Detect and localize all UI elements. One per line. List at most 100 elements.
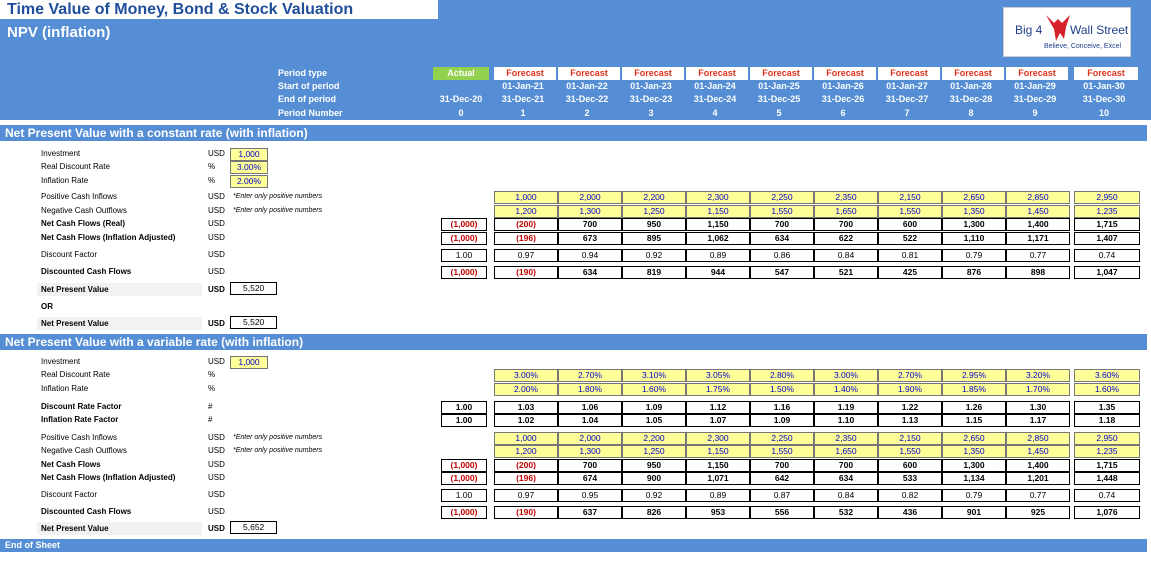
section2-row0-cell-7[interactable]: 2.70% <box>878 369 942 382</box>
section2-row2-cell-7: 1.22 <box>878 401 942 414</box>
section2-row0-cell-5[interactable]: 2.80% <box>750 369 814 382</box>
section1-row0-cell-9[interactable]: 2,850 <box>1006 191 1070 204</box>
section1-row0-cell-1[interactable]: 1,000 <box>494 191 558 204</box>
section2-row8-cell-0: 1.00 <box>441 489 487 502</box>
section2-row5-cell-7[interactable]: 1,550 <box>878 445 942 458</box>
section1-row1-cell-9[interactable]: 1,450 <box>1006 205 1070 218</box>
section1-row1-cell-3[interactable]: 1,250 <box>622 205 686 218</box>
section2-row0-cell-1[interactable]: 3.00% <box>494 369 558 382</box>
section2-row5-cell-4[interactable]: 1,150 <box>686 445 750 458</box>
section1-row0-cell-5[interactable]: 2,250 <box>750 191 814 204</box>
section2-row6-cell-8: 1,300 <box>942 459 1006 472</box>
section2-row0-cell-8[interactable]: 2.95% <box>942 369 1006 382</box>
section1-row5-cell-2: 634 <box>558 266 622 279</box>
s2-row-label-7: Net Cash Flows (Inflation Adjusted) <box>41 473 176 482</box>
section2-row6-cell-2: 700 <box>558 459 622 472</box>
s2-row-label-3: Inflation Rate Factor <box>41 415 119 424</box>
section2-row3-cell-6: 1.10 <box>814 414 878 427</box>
section2-row7-cell-6: 634 <box>814 472 878 485</box>
section2-row0-cell-9[interactable]: 3.20% <box>1006 369 1070 382</box>
section2-row1-cell-6[interactable]: 1.40% <box>814 383 878 396</box>
section1-row1-cell-7[interactable]: 1,550 <box>878 205 942 218</box>
section2-row1-cell-2[interactable]: 1.80% <box>558 383 622 396</box>
section2-row7-cell-1: (196) <box>494 472 558 485</box>
s1-input-value-0[interactable]: 1,000 <box>230 148 268 161</box>
section1-row2-cell-2: 700 <box>558 218 622 231</box>
section2-row5-cell-3[interactable]: 1,250 <box>622 445 686 458</box>
section2-row4-cell-1[interactable]: 1,000 <box>494 432 558 445</box>
section1-row1-cell-2[interactable]: 1,300 <box>558 205 622 218</box>
section2-row0-cell-3[interactable]: 3.10% <box>622 369 686 382</box>
s1-input-value-1[interactable]: 3.00% <box>230 161 268 174</box>
section2-row1-cell-10[interactable]: 1.60% <box>1074 383 1140 396</box>
section2-row1-cell-1[interactable]: 2.00% <box>494 383 558 396</box>
section2-row1-cell-7[interactable]: 1.90% <box>878 383 942 396</box>
start-of-period-label: Start of period <box>278 81 340 91</box>
period-number-9: 9 <box>1032 108 1038 118</box>
section2-row0-cell-2[interactable]: 2.70% <box>558 369 622 382</box>
section2-row3-cell-9: 1.17 <box>1006 414 1070 427</box>
section2-row5-cell-9[interactable]: 1,450 <box>1006 445 1070 458</box>
section2-row4-cell-5[interactable]: 2,250 <box>750 432 814 445</box>
section1-row1-cell-1[interactable]: 1,200 <box>494 205 558 218</box>
section1-row4-cell-2: 0.94 <box>558 249 622 262</box>
section1-row1-cell-10[interactable]: 1,235 <box>1074 205 1140 218</box>
section2-row4-cell-10[interactable]: 2,950 <box>1074 432 1140 445</box>
section2-row4-cell-3[interactable]: 2,200 <box>622 432 686 445</box>
section1-row1-cell-6[interactable]: 1,650 <box>814 205 878 218</box>
section2-row9-cell-10: 1,076 <box>1074 506 1140 519</box>
section1-row0-cell-10[interactable]: 2,950 <box>1074 191 1140 204</box>
section-constant-rate-title: Net Present Value with a constant rate (… <box>0 125 1147 141</box>
section1-row5-cell-8: 876 <box>942 266 1006 279</box>
period-end-8: 31-Dec-28 <box>949 94 993 104</box>
section1-row0-cell-6[interactable]: 2,350 <box>814 191 878 204</box>
section2-row4-cell-6[interactable]: 2,350 <box>814 432 878 445</box>
section2-row5-cell-1[interactable]: 1,200 <box>494 445 558 458</box>
section2-row7-cell-3: 900 <box>622 472 686 485</box>
section2-row0-cell-10[interactable]: 3.60% <box>1074 369 1140 382</box>
section2-row5-cell-2[interactable]: 1,300 <box>558 445 622 458</box>
section2-row1-cell-3[interactable]: 1.60% <box>622 383 686 396</box>
section2-row9-cell-3: 826 <box>622 506 686 519</box>
section2-row4-cell-2[interactable]: 2,000 <box>558 432 622 445</box>
section1-row0-cell-8[interactable]: 2,650 <box>942 191 1006 204</box>
period-start-4: 01-Jan-24 <box>694 81 736 91</box>
s2-npv-label-bg <box>37 522 202 535</box>
section1-row0-cell-3[interactable]: 2,200 <box>622 191 686 204</box>
section2-row5-cell-10[interactable]: 1,235 <box>1074 445 1140 458</box>
s1-row-unit-2: USD <box>208 219 225 228</box>
section1-row3-cell-0: (1,000) <box>441 232 487 245</box>
section2-row4-cell-8[interactable]: 2,650 <box>942 432 1006 445</box>
section1-row1-cell-8[interactable]: 1,350 <box>942 205 1006 218</box>
s2-row-unit-1: % <box>208 384 216 393</box>
section2-row4-cell-4[interactable]: 2,300 <box>686 432 750 445</box>
section2-row4-cell-7[interactable]: 2,150 <box>878 432 942 445</box>
section2-row3-cell-3: 1.05 <box>622 414 686 427</box>
section2-row1-cell-9[interactable]: 1.70% <box>1006 383 1070 396</box>
section2-row5-cell-8[interactable]: 1,350 <box>942 445 1006 458</box>
period-start-7: 01-Jan-27 <box>886 81 928 91</box>
s2-investment-value[interactable]: 1,000 <box>230 356 268 369</box>
section2-row0-cell-6[interactable]: 3.00% <box>814 369 878 382</box>
s2-row-label-0: Real Discount Rate <box>41 370 110 379</box>
section2-row0-cell-4[interactable]: 3.05% <box>686 369 750 382</box>
section1-row1-cell-5[interactable]: 1,550 <box>750 205 814 218</box>
s1-input-value-2[interactable]: 2.00% <box>230 175 268 188</box>
s2-row-unit-2: # <box>208 402 213 411</box>
section1-row0-cell-2[interactable]: 2,000 <box>558 191 622 204</box>
section2-row9-cell-8: 901 <box>942 506 1006 519</box>
section1-row0-cell-4[interactable]: 2,300 <box>686 191 750 204</box>
section2-row1-cell-8[interactable]: 1.85% <box>942 383 1006 396</box>
section1-row1-cell-4[interactable]: 1,150 <box>686 205 750 218</box>
s2-row-unit-6: USD <box>208 460 225 469</box>
section2-row5-cell-6[interactable]: 1,650 <box>814 445 878 458</box>
s1-row-note-0: *Enter only positive numbers <box>233 193 323 200</box>
section2-row1-cell-4[interactable]: 1.75% <box>686 383 750 396</box>
section2-row5-cell-5[interactable]: 1,550 <box>750 445 814 458</box>
section2-row4-cell-9[interactable]: 2,850 <box>1006 432 1070 445</box>
section1-row0-cell-7[interactable]: 2,150 <box>878 191 942 204</box>
section2-row9-cell-9: 925 <box>1006 506 1070 519</box>
s1-npv2-value: 5,520 <box>230 316 277 329</box>
section2-row9-cell-2: 637 <box>558 506 622 519</box>
section2-row1-cell-5[interactable]: 1.50% <box>750 383 814 396</box>
